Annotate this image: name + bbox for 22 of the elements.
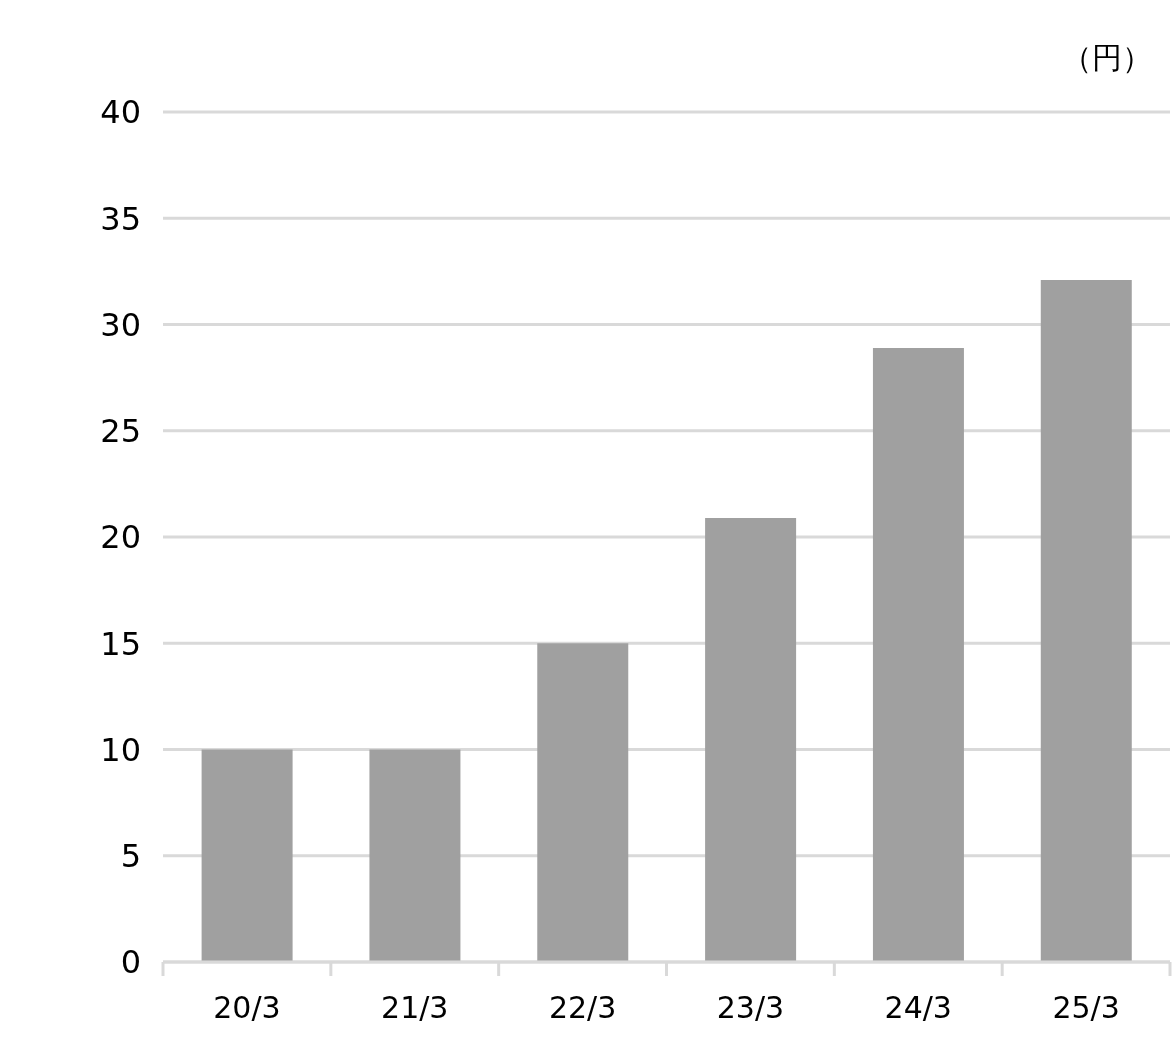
x-tick-label: 24/3 bbox=[884, 990, 952, 1025]
x-tick-label: 21/3 bbox=[381, 990, 449, 1025]
y-tick-label: 25 bbox=[100, 412, 141, 451]
x-tick-label: 20/3 bbox=[213, 990, 281, 1025]
y-tick-label: 10 bbox=[100, 730, 141, 769]
x-tick-label: 25/3 bbox=[1052, 990, 1120, 1025]
y-tick-label: 15 bbox=[100, 624, 141, 663]
x-tick-label: 23/3 bbox=[716, 990, 785, 1025]
bar bbox=[705, 517, 797, 962]
bar bbox=[1040, 279, 1132, 962]
bar bbox=[872, 347, 964, 962]
bar bbox=[369, 749, 461, 962]
y-tick-label: 0 bbox=[120, 943, 141, 982]
y-axis-title: （円） bbox=[1062, 40, 1152, 76]
y-tick-label: 40 bbox=[100, 93, 141, 132]
y-tick-label: 5 bbox=[120, 837, 141, 876]
bar bbox=[201, 749, 293, 962]
y-tick-label: 30 bbox=[100, 305, 141, 344]
y-tick-label: 20 bbox=[100, 518, 141, 557]
y-tick-label: 35 bbox=[100, 199, 141, 238]
bar bbox=[537, 643, 629, 962]
x-tick-label: 22/3 bbox=[548, 990, 617, 1025]
